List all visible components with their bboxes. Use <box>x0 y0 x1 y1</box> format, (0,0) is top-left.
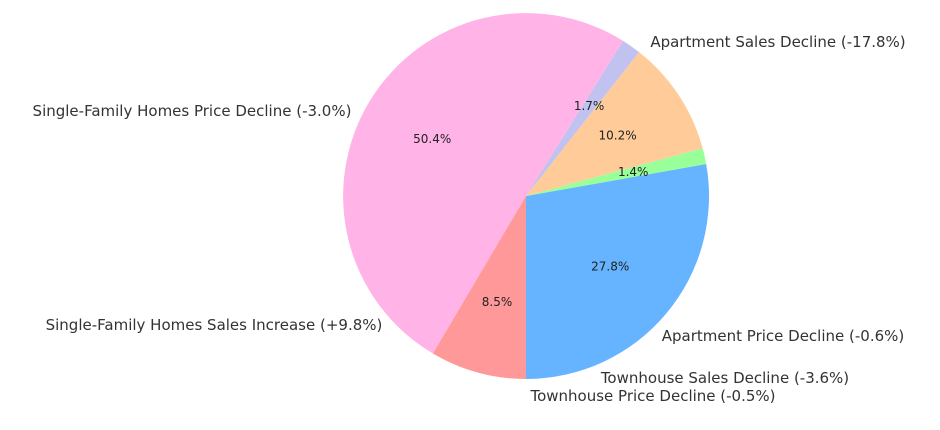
pie-slice-1 <box>526 148 707 196</box>
pie-slice-label-3: Apartment Price Decline (-0.6%) <box>662 327 904 345</box>
pie-slice-4 <box>343 13 624 354</box>
pie-slice-0 <box>526 163 710 379</box>
pie-slice-percent-5: 8.5% <box>482 295 513 309</box>
pie-slice-label-0: Single-Family Homes Sales Increase (+9.8… <box>46 316 383 334</box>
pie-slice-label-5: Single-Family Homes Price Decline (-3.0%… <box>33 102 352 120</box>
pie-slice-percent-1: 1.4% <box>618 165 649 179</box>
slice-labels-layer: Single-Family Homes Sales Increase (+9.8… <box>33 33 906 405</box>
pie-slice-5 <box>432 196 526 379</box>
slices-layer <box>343 13 710 379</box>
pie-slice-percent-4: 50.4% <box>413 132 451 146</box>
pie-slice-percent-3: 1.7% <box>574 99 605 113</box>
pie-slice-2 <box>526 52 703 196</box>
pie-slice-percent-2: 10.2% <box>599 128 637 142</box>
pie-slice-3 <box>526 40 640 197</box>
pie-slice-label-1: Townhouse Price Decline (-0.5%) <box>529 387 775 405</box>
pie-slice-label-4: Apartment Sales Decline (-17.8%) <box>650 33 905 51</box>
pie-slice-percent-0: 27.8% <box>591 260 629 274</box>
percent-labels-layer: 27.8% 1.4% 10.2% 1.7% 50.4% 8.5% <box>413 99 648 309</box>
pie-slice-label-2: Townhouse Sales Decline (-3.6%) <box>600 369 849 387</box>
